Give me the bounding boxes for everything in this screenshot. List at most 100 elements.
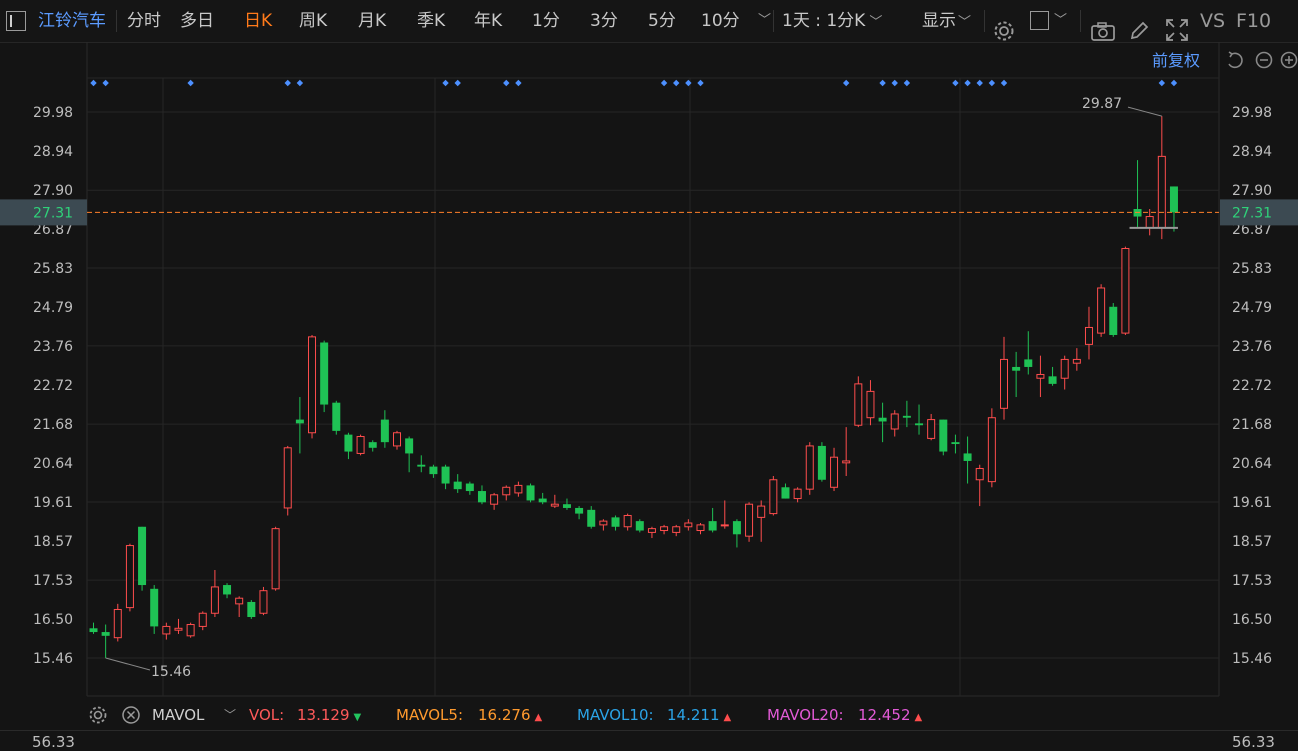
candle — [417, 455, 426, 473]
candle — [186, 622, 195, 638]
event-marker-diamond[interactable] — [903, 79, 911, 87]
sidebar-toggle-icon[interactable] — [6, 11, 26, 31]
display-label: 显示 — [922, 11, 956, 31]
more-periods-chevron-icon[interactable]: ﹀ — [758, 13, 772, 28]
event-marker-diamond[interactable] — [660, 79, 668, 87]
chart-style-chevron-icon[interactable]: ﹀ — [1054, 13, 1068, 28]
current-price-label-left: 27.31 — [33, 205, 73, 221]
candle — [745, 502, 754, 542]
display-menu[interactable]: 显示 ﹀ — [922, 0, 971, 42]
candle — [198, 611, 207, 631]
period-tab[interactable]: 1分 — [532, 11, 560, 31]
event-marker-diamond[interactable] — [964, 79, 971, 87]
event-marker-diamond[interactable] — [842, 79, 850, 87]
event-marker-diamond[interactable] — [187, 79, 194, 87]
event-marker-diamond[interactable] — [879, 79, 886, 87]
event-marker-diamond[interactable] — [952, 79, 959, 87]
candle — [963, 436, 972, 484]
chart-grid — [86, 42, 1220, 697]
candle — [1072, 348, 1081, 371]
y-tick-label-right: 16.50 — [1232, 612, 1272, 628]
y-tick-label-left: 27.90 — [33, 183, 73, 199]
y-tick-label-right: 24.79 — [1232, 300, 1272, 316]
event-marker-diamond[interactable] — [1158, 79, 1166, 87]
event-marker-diamond[interactable] — [454, 79, 461, 87]
candle — [866, 380, 875, 426]
period-tab[interactable]: 季K — [417, 11, 446, 31]
adjust-mode-button[interactable]: 前复权 — [1152, 51, 1200, 70]
event-markers — [90, 79, 1178, 87]
candle — [514, 481, 523, 497]
y-tick-label-left: 29.98 — [33, 105, 73, 121]
zoom-in-icon[interactable] — [1280, 51, 1298, 69]
candle — [113, 603, 122, 642]
period-tab[interactable]: 年K — [474, 11, 503, 31]
period-tab[interactable]: 月K — [358, 11, 387, 31]
y-tick-label-left: 16.50 — [33, 612, 73, 628]
draw-pencil-icon[interactable] — [1128, 10, 1150, 52]
candle — [684, 519, 693, 531]
event-marker-diamond[interactable] — [988, 79, 996, 87]
period-tab[interactable]: 周K — [299, 11, 328, 31]
undo-icon[interactable] — [1228, 51, 1243, 69]
event-marker-diamond[interactable] — [90, 79, 97, 87]
chart-style-square-icon[interactable] — [1030, 11, 1049, 30]
event-marker-diamond[interactable] — [515, 79, 522, 87]
candle — [150, 585, 159, 634]
indicator-number: 13.129 — [297, 706, 350, 724]
period-tab[interactable]: 多日 — [180, 11, 214, 31]
candles — [89, 116, 1178, 658]
candle — [757, 500, 766, 542]
candle — [817, 442, 826, 482]
indicator-chevron-down-icon[interactable]: ﹀ — [224, 708, 237, 722]
event-marker-diamond[interactable] — [976, 79, 983, 87]
candle — [635, 519, 644, 533]
indicator-close-icon[interactable] — [121, 705, 141, 725]
event-marker-diamond[interactable] — [296, 79, 304, 87]
candle — [878, 402, 887, 443]
candle — [623, 513, 632, 531]
event-marker-diamond[interactable] — [891, 79, 898, 87]
indicator-number: 14.211 — [667, 706, 720, 724]
y-tick-label-left: 24.79 — [33, 300, 73, 316]
event-marker-diamond[interactable] — [1000, 79, 1008, 87]
candle — [1097, 284, 1106, 337]
event-marker-diamond[interactable] — [673, 79, 680, 87]
indicator-settings-gear-icon[interactable] — [88, 705, 108, 725]
camera-icon[interactable] — [1090, 11, 1116, 53]
y-tick-label-left: 15.46 — [33, 651, 73, 667]
y-tick-label-right: 20.64 — [1232, 456, 1272, 472]
candle — [672, 524, 681, 537]
multi-day-combo[interactable]: 1天 : 1分K ﹀ — [782, 0, 882, 42]
event-marker-diamond[interactable] — [102, 79, 109, 87]
y-tick-label-left: 25.83 — [33, 261, 73, 277]
event-marker-diamond[interactable] — [442, 79, 449, 87]
candle — [708, 507, 717, 533]
fullscreen-icon[interactable] — [1165, 9, 1189, 51]
indicator-name[interactable]: MAVOL — [152, 706, 205, 724]
arrow-up-icon: ▲ — [534, 712, 543, 723]
period-tab[interactable]: 分时 — [127, 11, 161, 31]
event-marker-diamond[interactable] — [697, 79, 704, 87]
candle — [259, 586, 268, 616]
period-tab[interactable]: 10分 — [701, 11, 740, 31]
candle — [1012, 351, 1021, 398]
event-marker-diamond[interactable] — [685, 79, 692, 87]
max-price-leader — [1127, 106, 1162, 117]
event-marker-diamond[interactable] — [503, 79, 510, 87]
vs-compare-button[interactable]: VS — [1200, 10, 1226, 32]
settings-gear-icon[interactable] — [992, 10, 1016, 52]
kline-chart: 29.98 28.94 27.90 26.87 25.83 24.79 23.76 22.72… — [0, 42, 1298, 697]
f10-button[interactable]: F10 — [1236, 10, 1272, 32]
candle — [1133, 160, 1142, 228]
y-tick-label-right: 15.46 — [1232, 651, 1272, 667]
candle — [429, 464, 438, 478]
zoom-out-icon[interactable] — [1255, 51, 1273, 69]
event-marker-diamond[interactable] — [284, 79, 291, 87]
stock-name[interactable]: 江铃汽车 — [38, 11, 106, 31]
max-price-label: 29.87 — [1082, 96, 1122, 112]
period-tab[interactable]: 5分 — [648, 11, 676, 31]
period-tab[interactable]: 3分 — [590, 11, 618, 31]
event-marker-diamond[interactable] — [1170, 79, 1178, 87]
period-tab[interactable]: 日K — [244, 11, 273, 31]
